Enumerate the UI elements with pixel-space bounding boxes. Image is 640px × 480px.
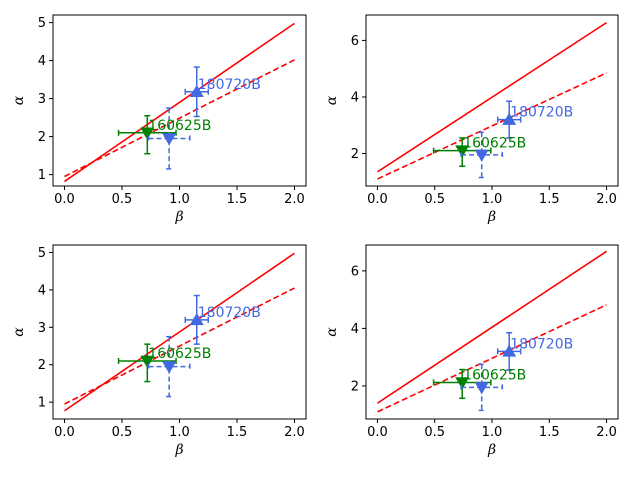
x-tick-label: 1.5 (539, 425, 560, 440)
point-180720B (184, 294, 209, 345)
plot-area (377, 21, 607, 180)
x-tick-label: 0.0 (54, 425, 75, 440)
chart-panel-1: 180720B 160625B 0.0 0.5 1.0 1.5 2.0 1 2 3 4 5 β α (11, 14, 307, 225)
x-axis-label: β (487, 442, 496, 458)
x-axis-label: β (174, 209, 183, 225)
marker-triangle-down (162, 133, 177, 146)
x-tick-label: 0.0 (367, 192, 388, 207)
x-axis-label: β (487, 209, 496, 225)
marker-triangle-down (474, 149, 489, 162)
annotation-160625B: 160625B (148, 346, 211, 362)
y-axis-label: α (324, 327, 340, 337)
y-tick-label: 4 (38, 54, 46, 69)
y-tick-label: 1 (38, 168, 46, 183)
x-tick-label: 1.0 (169, 192, 190, 207)
annotation-160625B: 160625B (463, 367, 526, 383)
y-tick-label: 6 (351, 264, 359, 279)
y-tick-label: 2 (38, 130, 46, 145)
y-tick-label: 4 (351, 90, 359, 105)
y-tick-label: 3 (38, 321, 46, 336)
x-tick-label: 1.5 (227, 192, 248, 207)
solid-fit-line (64, 252, 295, 412)
x-tick-label: 1.0 (482, 425, 503, 440)
y-tick-label: 2 (351, 147, 359, 162)
annotation-160625B: 160625B (463, 136, 526, 152)
solid-fit-line (377, 21, 607, 173)
y-tick-label: 1 (38, 396, 46, 411)
marker-triangle-up (189, 312, 204, 326)
marker-triangle-down (474, 382, 489, 395)
point-160625B (117, 114, 177, 155)
solid-fit-line (377, 250, 607, 404)
x-tick-label: 0.0 (54, 192, 75, 207)
x-tick-label: 0.5 (424, 192, 445, 207)
annotation-180720B: 180720B (198, 305, 261, 321)
point-160625B (117, 343, 177, 383)
point-180720B (496, 331, 522, 371)
point-blue-dashed (147, 335, 191, 398)
marker-triangle-down (162, 361, 177, 374)
y-tick-label: 4 (351, 322, 359, 337)
x-tick-label: 1.0 (482, 192, 503, 207)
solid-fit-line (64, 22, 295, 183)
chart-panel-2: 180720B 160625B 0.0 0.5 1.0 1.5 2.0 2 4 6 β α (324, 14, 619, 225)
marker-triangle-up (189, 84, 204, 98)
dashed-fit-line (377, 72, 607, 180)
y-tick-label: 3 (38, 92, 46, 107)
marker-triangle-down (455, 145, 470, 158)
point-blue-dashed (460, 363, 504, 412)
marker-triangle-down (140, 355, 155, 368)
y-axis-label: α (11, 95, 27, 105)
marker-triangle-up (502, 112, 517, 125)
x-tick-label: 1.0 (169, 425, 190, 440)
chart-panel-3: 180720B 160625B 0.0 0.5 1.0 1.5 2.0 1 2 3 4 5 β α (11, 244, 307, 458)
point-blue-dashed (460, 131, 504, 179)
x-tick-label: 2.0 (596, 192, 617, 207)
plot-area (377, 250, 607, 413)
y-tick-label: 5 (38, 246, 46, 261)
dashed-fit-line (64, 287, 295, 405)
point-180720B (184, 66, 209, 118)
x-tick-label: 0.5 (112, 192, 133, 207)
x-tick-label: 2.0 (284, 425, 305, 440)
dashed-fit-line (377, 304, 607, 413)
marker-triangle-down (140, 127, 155, 140)
y-tick-label: 2 (38, 358, 46, 373)
marker-triangle-down (455, 377, 470, 390)
x-tick-label: 2.0 (596, 425, 617, 440)
plot-area (64, 252, 295, 412)
plot-frame (365, 244, 619, 420)
plot-area (64, 22, 295, 183)
y-tick-label: 2 (351, 379, 359, 394)
chart-panel-4: 180720B 160625B 0.0 0.5 1.0 1.5 2.0 2 4 6 β α (324, 244, 619, 458)
dashed-fit-line (64, 59, 295, 178)
x-tick-label: 2.0 (284, 192, 305, 207)
x-tick-label: 0.5 (112, 425, 133, 440)
x-tick-label: 0.0 (367, 425, 388, 440)
annotation-160625B: 160625B (148, 118, 211, 134)
x-tick-label: 1.5 (227, 425, 248, 440)
x-tick-label: 0.5 (424, 425, 445, 440)
point-180720B (496, 100, 522, 139)
annotation-180720B: 180720B (510, 105, 573, 121)
y-tick-label: 6 (351, 34, 359, 49)
y-tick-label: 4 (38, 283, 46, 298)
y-axis-label: α (324, 95, 340, 105)
y-tick-label: 5 (38, 16, 46, 31)
point-blue-dashed (147, 107, 191, 170)
annotation-180720B: 180720B (198, 77, 261, 93)
annotation-180720B: 180720B (510, 336, 573, 352)
y-axis-label: α (11, 327, 27, 337)
x-axis-label: β (174, 442, 183, 458)
marker-triangle-up (502, 344, 517, 357)
x-tick-label: 1.5 (539, 192, 560, 207)
